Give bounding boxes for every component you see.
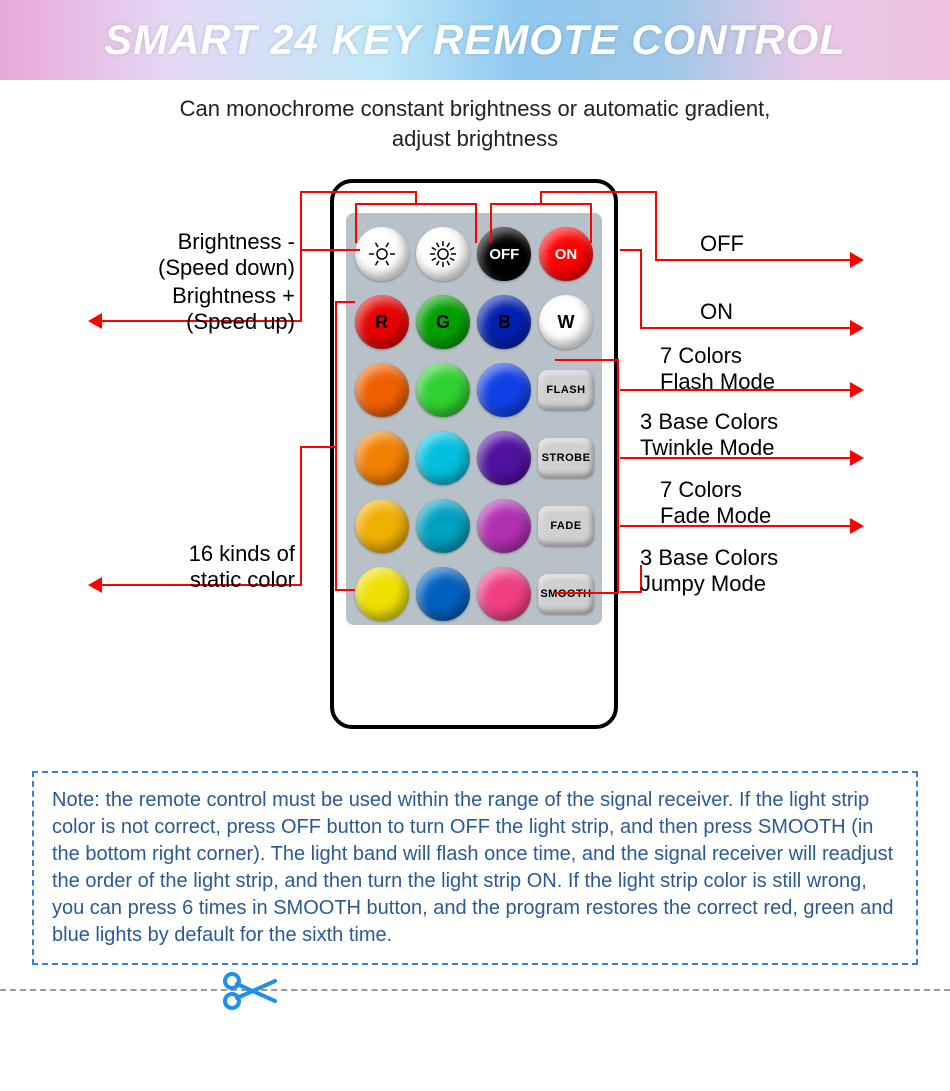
scissors-icon [220, 969, 280, 1013]
header-band: SMART 24 KEY REMOTE CONTROL [0, 0, 950, 80]
arrow-icon [850, 320, 864, 336]
remote-button: SMOOTH [538, 574, 594, 614]
remote-button [355, 499, 409, 553]
remote-button [416, 567, 470, 621]
callout-line [620, 591, 640, 593]
callout-line [300, 249, 302, 322]
remote-button [355, 227, 409, 281]
page-title: SMART 24 KEY REMOTE CONTROL [104, 16, 846, 64]
callout-line [300, 446, 335, 448]
subtitle-line1: Can monochrome constant brightness or au… [180, 96, 771, 121]
callout-line [355, 203, 357, 243]
remote-button [477, 363, 531, 417]
callout-line [335, 301, 337, 591]
diagram: OFFONRGBWFLASHSTROBEFADESMOOTH Brightnes… [0, 171, 950, 751]
remote-button: FADE [538, 506, 594, 546]
callout-line [617, 359, 619, 594]
callout-line [590, 203, 592, 243]
label-strobe: 3 Base Colors Twinkle Mode [640, 409, 778, 460]
callout-line [300, 191, 302, 251]
remote-button: R [355, 295, 409, 349]
callout-line [620, 249, 640, 251]
callout-line [335, 301, 355, 303]
label-static-colors: 16 kinds of static color [85, 541, 295, 592]
remote-button: B [477, 295, 531, 349]
callout-line [355, 203, 475, 205]
callout-line [640, 249, 642, 329]
remote-button: W [539, 295, 593, 349]
subtitle-line2: adjust brightness [392, 126, 558, 151]
remote-button: STROBE [538, 438, 594, 478]
remote-button: FLASH [538, 370, 594, 410]
callout-line [335, 589, 355, 591]
arrow-icon [850, 252, 864, 268]
callout-line [300, 191, 415, 193]
note-text: Note: the remote control must be used wi… [52, 789, 894, 946]
remote-button: OFF [477, 227, 531, 281]
remote-button [416, 431, 470, 485]
label-smooth: 3 Base Colors Jumpy Mode [640, 545, 778, 596]
remote-button: G [416, 295, 470, 349]
remote-button [416, 227, 470, 281]
callout-line [300, 446, 302, 586]
callout-line [555, 592, 617, 594]
subtitle: Can monochrome constant brightness or au… [0, 94, 950, 153]
callout-line [555, 359, 617, 361]
remote-keypad: OFFON RGBW FLASH STROBE FADE SMOOTH [346, 213, 602, 625]
remote-button [355, 363, 409, 417]
callout-line [655, 191, 657, 261]
callout-line [415, 191, 417, 203]
remote-button [477, 499, 531, 553]
arrow-icon [850, 382, 864, 398]
note-box: Note: the remote control must be used wi… [32, 771, 918, 965]
remote-body: OFFON RGBW FLASH STROBE FADE SMOOTH [330, 179, 618, 729]
remote-button: ON [539, 227, 593, 281]
label-brightness-down: Brightness - (Speed down) [95, 229, 295, 280]
arrow-icon [850, 450, 864, 466]
callout-line [475, 203, 477, 243]
callout-line [300, 249, 360, 251]
remote-button [416, 499, 470, 553]
button-grid: OFFON RGBW FLASH STROBE FADE SMOOTH [354, 223, 594, 625]
remote-button [477, 431, 531, 485]
remote-button [355, 567, 409, 621]
label-off: OFF [700, 231, 744, 256]
remote-button [477, 567, 531, 621]
arrow-icon [850, 518, 864, 534]
callout-line [640, 327, 850, 329]
remote-button [416, 363, 470, 417]
callout-line [490, 203, 492, 243]
label-brightness-up: Brightness + (Speed up) [95, 283, 295, 334]
label-flash: 7 Colors Flash Mode [660, 343, 775, 394]
label-on: ON [700, 299, 733, 324]
cut-line [0, 989, 950, 1029]
callout-line [490, 203, 590, 205]
label-fade: 7 Colors Fade Mode [660, 477, 771, 528]
remote-button [355, 431, 409, 485]
callout-line [655, 259, 850, 261]
callout-line [540, 191, 655, 193]
